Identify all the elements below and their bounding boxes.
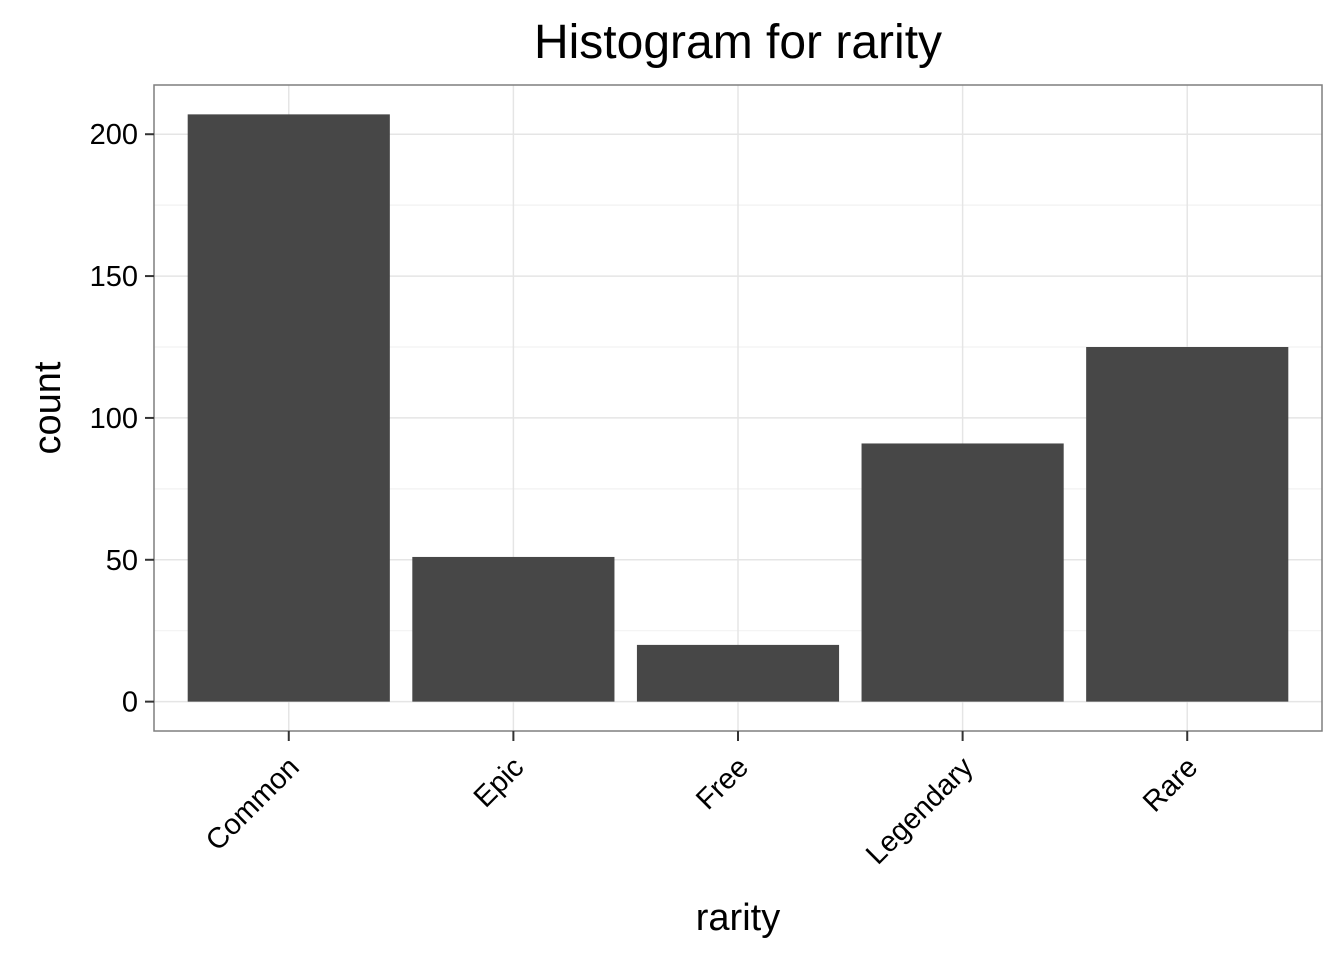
bar-common xyxy=(187,114,390,702)
bar-rare xyxy=(1086,347,1289,702)
x-axis-title: rarity xyxy=(696,897,780,939)
y-tick-label: 150 xyxy=(90,261,138,293)
y-tick-label: 200 xyxy=(90,119,138,151)
x-axis: Common Epic Free Legendary Rare xyxy=(200,731,1204,871)
y-tick-label: 100 xyxy=(90,403,138,435)
y-tick-label: 50 xyxy=(106,545,138,577)
x-tick-label: Legendary xyxy=(860,751,980,871)
y-tick-label: 0 xyxy=(122,687,138,719)
x-tick-label: Common xyxy=(200,751,306,857)
x-tick-label: Free xyxy=(690,751,755,816)
x-tick-label: Epic xyxy=(468,751,531,814)
bar-epic xyxy=(412,556,615,702)
bar-legendary xyxy=(861,443,1064,702)
y-axis: 0 50 100 150 200 xyxy=(90,119,154,719)
chart-title: Histogram for rarity xyxy=(534,16,942,69)
x-tick-label: Rare xyxy=(1137,751,1204,818)
bars xyxy=(187,114,1289,702)
bar-free xyxy=(636,644,840,702)
y-axis-title: count xyxy=(27,361,69,454)
